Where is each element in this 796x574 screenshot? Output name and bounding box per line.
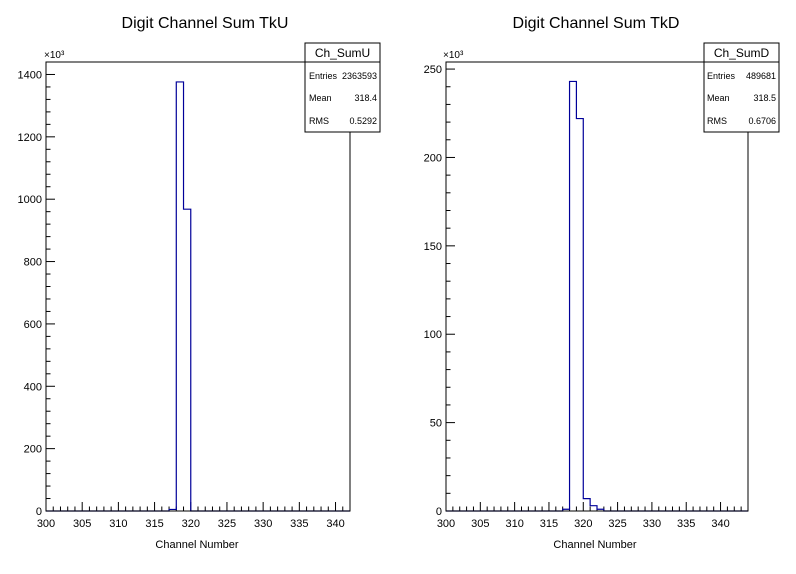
x-tick-label: 325 xyxy=(608,518,626,530)
y-tick-label: 200 xyxy=(24,444,42,456)
x-tick-label: 320 xyxy=(182,518,200,530)
stats-mean-label-right: Mean xyxy=(707,93,730,103)
stats-box-frame-right xyxy=(703,42,780,133)
histogram-right xyxy=(446,80,748,512)
x-tick-label: 320 xyxy=(574,518,592,530)
y-tick-label: 1000 xyxy=(18,194,42,206)
stats-mean-label-left: Mean xyxy=(309,93,332,103)
stats-name-right: Ch_SumD xyxy=(714,46,770,60)
stats-name-left: Ch_SumU xyxy=(315,46,370,60)
y-tick-label: 100 xyxy=(424,329,442,341)
y-tick-label: 400 xyxy=(24,381,42,393)
y-multiplier-left: ×10³ xyxy=(44,50,65,61)
stats-mean-value-left: 318.4 xyxy=(354,93,377,103)
stats-rms-label-left: RMS xyxy=(309,116,329,126)
x-tick-label: 330 xyxy=(254,518,272,530)
y-ticks-right: 0 50 100 150 200 250 xyxy=(424,64,455,518)
x-ticks-right: 300 305 310 315 320 325 330 335 340 xyxy=(437,502,749,530)
stats-box-right[interactable]: Ch_SumD Entries 489681 Mean 318.5 RMS 0.… xyxy=(703,42,780,133)
x-tick-label: 300 xyxy=(437,518,455,530)
x-tick-label: 315 xyxy=(540,518,558,530)
x-tick-label: 335 xyxy=(677,518,695,530)
chart-title-right: Digit Channel Sum TkD xyxy=(513,15,680,32)
x-tick-label: 335 xyxy=(290,518,308,530)
stats-entries-label-left: Entries xyxy=(309,71,338,81)
y-multiplier-right: ×10³ xyxy=(443,50,464,61)
stats-entries-label-right: Entries xyxy=(707,71,736,81)
panel-right: Digit Channel Sum TkD Channel Number ×10… xyxy=(424,15,780,551)
y-tick-label: 50 xyxy=(430,418,442,430)
stats-rms-label-right: RMS xyxy=(707,116,727,126)
stats-entries-value-right: 489681 xyxy=(746,71,776,81)
x-tick-label: 310 xyxy=(109,518,127,530)
y-tick-label: 600 xyxy=(24,319,42,331)
x-tick-label: 305 xyxy=(471,518,489,530)
x-tick-label: 310 xyxy=(505,518,523,530)
x-axis-label-right: Channel Number xyxy=(553,539,636,551)
y-tick-label: 800 xyxy=(24,257,42,269)
y-tick-label: 0 xyxy=(36,506,42,518)
y-tick-label: 250 xyxy=(424,64,442,76)
stats-entries-value-left: 2363593 xyxy=(342,71,377,81)
x-tick-label: 300 xyxy=(37,518,55,530)
x-tick-label: 325 xyxy=(218,518,236,530)
histogram-left xyxy=(46,81,350,512)
y-tick-label: 0 xyxy=(436,506,442,518)
chart-title-left: Digit Channel Sum TkU xyxy=(122,15,289,32)
x-axis-label-left: Channel Number xyxy=(155,539,238,551)
y-tick-label: 1200 xyxy=(18,132,42,144)
x-tick-label: 340 xyxy=(326,518,344,530)
y-ticks-left: 0 200 400 600 800 1000 1200 1400 xyxy=(18,61,55,518)
stats-box-left[interactable]: Ch_SumU Entries 2363593 Mean 318.4 RMS 0… xyxy=(304,42,381,133)
stats-mean-value-right: 318.5 xyxy=(753,93,776,103)
x-tick-label: 340 xyxy=(711,518,729,530)
plot-frame-right xyxy=(445,61,749,512)
x-tick-label: 305 xyxy=(73,518,91,530)
x-tick-label: 330 xyxy=(643,518,661,530)
plot-frame-left xyxy=(45,61,351,512)
y-tick-label: 200 xyxy=(424,152,442,164)
stats-box-frame-left xyxy=(304,42,381,133)
y-tick-label: 1400 xyxy=(18,69,42,81)
y-tick-label: 150 xyxy=(424,241,442,253)
x-tick-label: 315 xyxy=(145,518,163,530)
stats-rms-value-left: 0.5292 xyxy=(349,116,377,126)
stats-rms-value-right: 0.6706 xyxy=(748,116,776,126)
panel-left: Digit Channel Sum TkU Channel Number ×10… xyxy=(18,15,381,551)
x-ticks-left: 300 305 310 315 320 325 330 335 340 xyxy=(37,502,351,530)
